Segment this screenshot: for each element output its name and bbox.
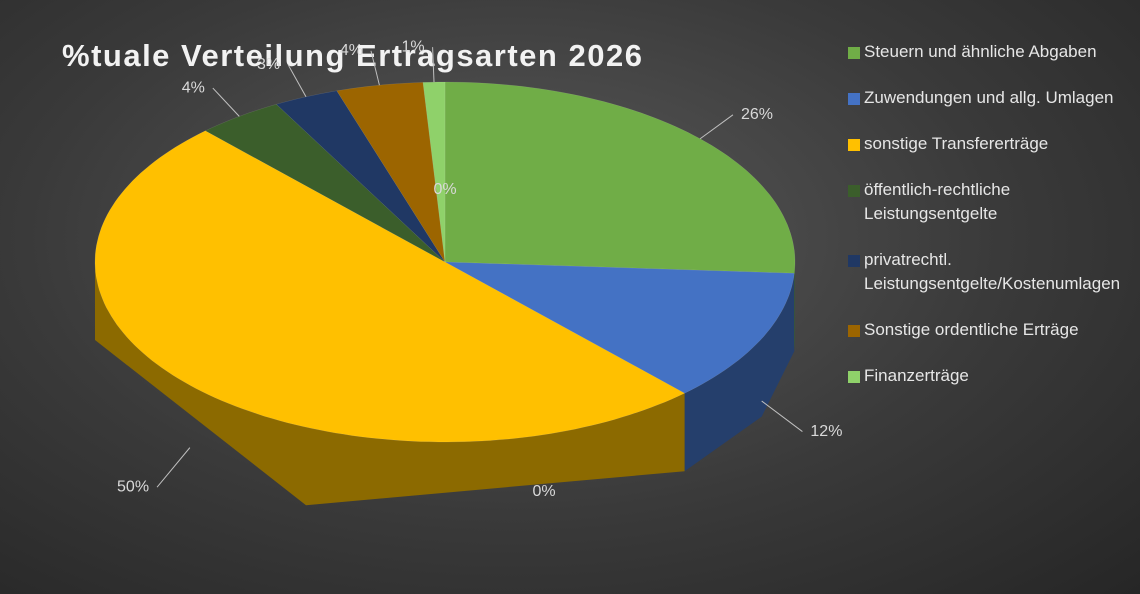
legend-item: Zuwendungen und allg. Umlagen <box>848 86 1138 110</box>
leader-line <box>287 64 307 98</box>
leader-line <box>432 47 435 83</box>
leader-line <box>156 447 191 488</box>
data-label: 26% <box>741 106 773 123</box>
legend-item: sonstige Transfererträge <box>848 132 1138 156</box>
legend-swatch <box>848 255 860 267</box>
slice <box>422 81 446 263</box>
slice-side <box>684 273 795 472</box>
slice <box>204 104 446 263</box>
slice-side <box>95 262 685 506</box>
legend-swatch <box>848 47 860 59</box>
data-label: 4% <box>182 79 205 96</box>
data-label: 50% <box>117 478 149 495</box>
data-label: 0% <box>433 181 456 198</box>
legend-item: Finanzerträge <box>848 364 1138 388</box>
legend-label: Steuern und ähnliche Abgaben <box>864 42 1097 61</box>
slice-side <box>794 262 795 352</box>
legend-swatch <box>848 139 860 151</box>
slice <box>336 82 446 263</box>
legend-label: Sonstige ordentliche Erträge <box>864 320 1079 339</box>
legend-label: Finanzerträge <box>864 366 969 385</box>
leader-line <box>212 87 240 117</box>
legend-swatch <box>848 371 860 383</box>
data-label: 12% <box>810 423 842 440</box>
slice <box>444 81 796 274</box>
legend-item: Sonstige ordentliche Erträge <box>848 318 1138 342</box>
slice <box>94 130 686 443</box>
legend-swatch <box>848 93 860 105</box>
legend-item: Steuern und ähnliche Abgaben <box>848 40 1138 64</box>
legend-label: sonstige Transfererträge <box>864 134 1049 153</box>
legend-label: Zuwendungen und allg. Umlagen <box>864 88 1114 107</box>
legend-item: privatrechtl. Leistungsentgelte/Kostenum… <box>848 248 1138 296</box>
legend: Steuern und ähnliche Abgaben Zuwendungen … <box>848 40 1138 410</box>
legend-item: öffentlich-rechtliche Leistungsentgelte <box>848 178 1138 226</box>
legend-swatch <box>848 185 860 197</box>
leader-line <box>761 400 803 432</box>
side-walls <box>95 262 795 506</box>
leader-line <box>370 50 380 86</box>
data-label: 0% <box>532 483 555 500</box>
chart-title: %tuale Verteilung Ertragsarten 2026 <box>62 38 643 73</box>
legend-swatch <box>848 325 860 337</box>
data-label: 4% <box>340 42 363 59</box>
leader-line <box>699 114 734 140</box>
data-label: 3% <box>257 56 280 73</box>
legend-label: öffentlich-rechtliche Leistungsentgelte <box>864 180 1011 223</box>
slice <box>444 261 795 394</box>
data-label: 1% <box>401 38 424 55</box>
slices <box>94 81 796 443</box>
legend-label: privatrechtl. Leistungsentgelte/Kostenum… <box>864 250 1121 293</box>
